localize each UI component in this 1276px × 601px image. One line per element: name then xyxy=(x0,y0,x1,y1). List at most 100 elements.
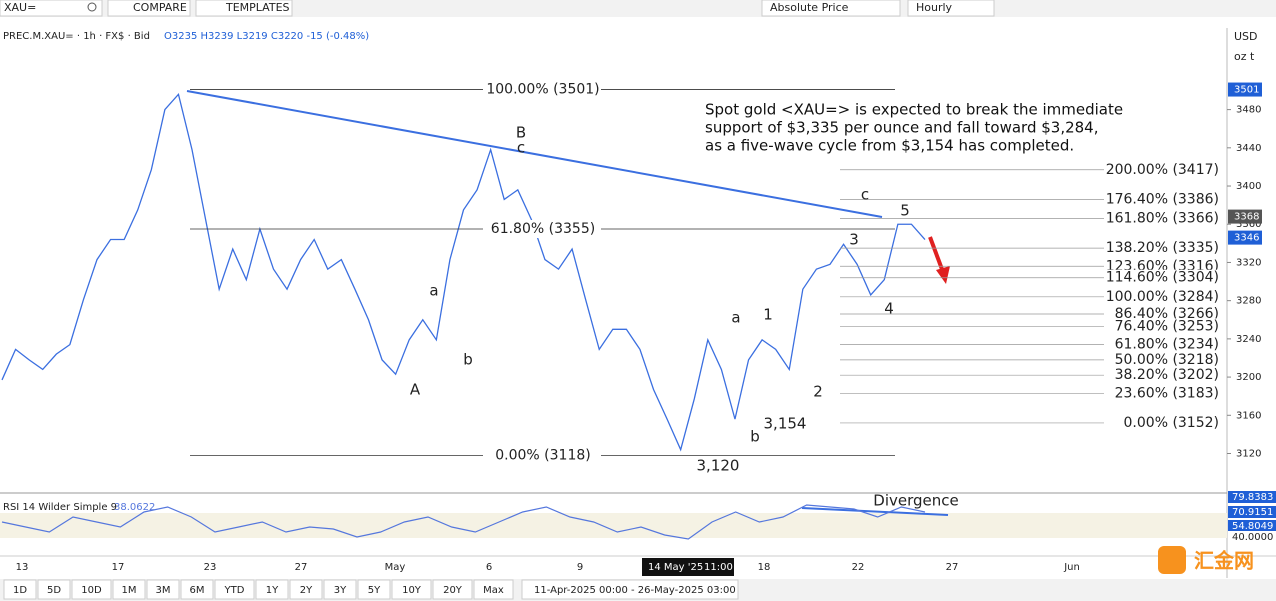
instrument: PREC.M.XAU= · 1h · FX$ · Bid xyxy=(3,31,150,42)
fib-label-bg xyxy=(1104,191,1222,208)
fib-label: 38.20% (3202) xyxy=(1115,367,1219,383)
range-button[interactable] xyxy=(37,579,71,600)
templates: TEMPLATES xyxy=(225,1,290,14)
rsi-band xyxy=(0,513,1227,538)
compare-button[interactable] xyxy=(107,0,191,17)
price-badge-label: 3368 xyxy=(1234,212,1259,223)
fib-label: 61.80% (3355) xyxy=(491,221,595,237)
fib-label-bg xyxy=(1104,269,1222,286)
price-type: Absolute Price xyxy=(770,1,849,14)
x-tick-label: Jun xyxy=(1063,562,1080,573)
range-button[interactable] xyxy=(432,579,473,600)
range-label: 10D xyxy=(81,585,102,596)
range-label: 2Y xyxy=(300,585,313,596)
wave-label: 3 xyxy=(849,231,859,249)
fib-label: 0.00% (3152) xyxy=(1124,415,1219,431)
range-label: 1Y xyxy=(266,585,279,596)
fib-label-bg xyxy=(1104,210,1222,227)
fib-label: 50.00% (3218) xyxy=(1115,352,1219,368)
range-button[interactable] xyxy=(357,579,391,600)
y-tick-label: 3480 xyxy=(1236,105,1261,116)
fib-label-bg xyxy=(483,220,601,239)
compare: COMPARE xyxy=(133,1,187,14)
range-button[interactable] xyxy=(112,579,146,600)
fib-label-bg xyxy=(1104,336,1222,353)
range-button[interactable] xyxy=(214,579,255,600)
price-badge xyxy=(1228,209,1262,224)
rsi-line xyxy=(1,504,926,540)
range-button[interactable] xyxy=(71,579,112,600)
annotation: as a five-wave cycle from $3,154 has com… xyxy=(705,137,1074,155)
range-button[interactable] xyxy=(323,579,357,600)
wave-label: 1 xyxy=(763,306,773,324)
fib-label: 86.40% (3266) xyxy=(1115,306,1219,322)
range-button[interactable] xyxy=(180,579,214,600)
weight-unit: oz t xyxy=(1234,50,1255,63)
fib-label: 23.60% (3183) xyxy=(1115,385,1219,401)
range-button[interactable] xyxy=(255,579,289,600)
price-badge xyxy=(1228,230,1262,245)
range-button[interactable] xyxy=(391,579,432,600)
range-label: 3Y xyxy=(334,585,347,596)
fib-label-bg xyxy=(483,446,601,465)
x-tick-label: 27 xyxy=(295,562,308,573)
currency: USD xyxy=(1234,30,1258,43)
y-tick-label: 3360 xyxy=(1236,219,1261,230)
y-tick-label: 3240 xyxy=(1236,334,1261,345)
range-label: 5D xyxy=(47,585,61,596)
cursor-box xyxy=(642,558,734,576)
wave-label: c xyxy=(861,186,869,204)
watermark: 汇金网 xyxy=(1194,549,1254,573)
wave-label: 3,120 xyxy=(697,457,740,475)
wave-label: A xyxy=(410,381,421,399)
y-tick-label: 3400 xyxy=(1236,181,1261,192)
fib-label: 114.60% (3304) xyxy=(1106,270,1219,286)
x-tick-label: 13 xyxy=(16,562,29,573)
range-button[interactable] xyxy=(473,579,514,600)
fib-label: 161.80% (3366) xyxy=(1106,211,1219,227)
price-badge-label: 3346 xyxy=(1234,233,1259,244)
range-label: Max xyxy=(483,585,504,596)
divergence-label: Divergence xyxy=(873,492,958,510)
fib-label-bg xyxy=(1104,385,1222,402)
fib-label-bg xyxy=(1104,351,1222,368)
annotation: Spot gold <XAU=> is expected to break th… xyxy=(705,101,1123,119)
y-tick-label: 3320 xyxy=(1236,257,1261,268)
x-tick-label: 17 xyxy=(112,562,125,573)
range-button[interactable] xyxy=(3,579,37,600)
price-type-select[interactable] xyxy=(761,0,901,17)
symbol-box[interactable] xyxy=(0,0,103,17)
fib-label-bg xyxy=(1104,240,1222,257)
divergence-line xyxy=(801,507,949,516)
y-tick-label: 3280 xyxy=(1236,296,1261,307)
y-tick-label: 3160 xyxy=(1236,410,1261,421)
rsi-axis-label: 70.9151 xyxy=(1232,507,1273,518)
fib-label: 100.00% (3284) xyxy=(1106,289,1219,305)
trendline xyxy=(186,90,883,218)
interval: Hourly xyxy=(916,1,953,14)
wave-label: a xyxy=(731,309,740,327)
fib-label: 100.00% (3501) xyxy=(486,82,599,98)
wave-label: 4 xyxy=(884,300,894,318)
watermark-logo xyxy=(1158,546,1186,574)
ohlc: O3235 H3239 L3219 C3220 -15 (-0.48%) xyxy=(164,31,369,42)
range-button[interactable] xyxy=(289,579,323,600)
wave-label: 3,154 xyxy=(764,415,807,433)
interval-select[interactable] xyxy=(907,0,995,17)
x-tick-label: 9 xyxy=(577,562,583,573)
y-tick-label: 3440 xyxy=(1236,143,1261,154)
price-line xyxy=(1,92,926,452)
rsi-badge xyxy=(1228,531,1276,543)
fib-label-bg xyxy=(1104,318,1222,335)
range-button[interactable] xyxy=(146,579,180,600)
wave-label: B xyxy=(516,124,526,142)
templates-button[interactable] xyxy=(195,0,293,17)
y-tick-label: 3120 xyxy=(1236,449,1261,460)
symbol: XAU= xyxy=(4,1,36,14)
x-tick-label: 27 xyxy=(946,562,959,573)
date-range: 11-Apr-2025 00:00 - 26-May-2025 03:00 xyxy=(534,585,736,596)
fib-label-bg xyxy=(1104,414,1222,431)
rsi-label: RSI 14 Wilder Simple 9 xyxy=(3,502,117,513)
